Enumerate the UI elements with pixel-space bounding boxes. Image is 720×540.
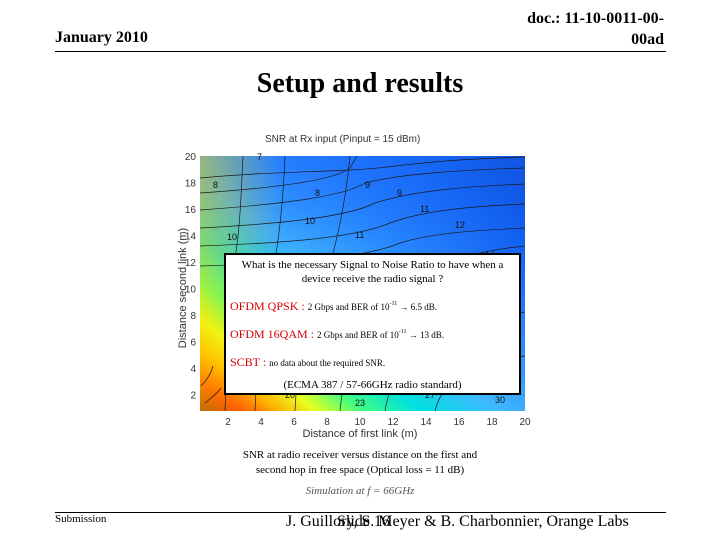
figure-caption: SNR at radio receiver versus distance on…: [200, 448, 520, 478]
contour-line: [199, 183, 526, 229]
info-item-exponent: -11: [389, 301, 398, 307]
info-item-label: OFDM 16QAM :: [230, 327, 318, 341]
x-tick-label: 4: [258, 417, 264, 428]
y-tick-label: 8: [190, 311, 196, 322]
caption-line-2: second hop in free space (Optical loss =…: [255, 464, 465, 476]
x-tick-label: 12: [387, 417, 399, 428]
contour-label: 10: [227, 232, 237, 242]
info-item-detail: 2 Gbps and BER of 10: [307, 302, 390, 312]
contour-label: 11: [420, 204, 429, 214]
y-tick-label: 20: [185, 152, 197, 163]
x-tick-label: 16: [453, 417, 465, 428]
contour-label: 8: [315, 188, 320, 198]
contour-label: 10: [305, 216, 315, 226]
contour-label: 8: [213, 180, 218, 190]
y-ticks: 20 18 16 14 12 10 8 6 4 2: [185, 152, 197, 402]
contour-line: [200, 365, 214, 387]
info-item-ofdm-qpsk: OFDM QPSK : 2 Gbps and BER of 10-11 → 6.…: [230, 299, 437, 314]
snr-info-box: What is the necessary Signal to Noise Ra…: [224, 253, 521, 395]
y-tick-label: 16: [185, 205, 197, 216]
footer-divider: [55, 512, 666, 513]
y-tick-label: 2: [190, 391, 196, 402]
slide-title: Setup and results: [256, 68, 464, 99]
x-tick-label: 18: [486, 417, 498, 428]
y-tick-label: 12: [185, 258, 197, 269]
header-divider: [55, 51, 666, 52]
plot-x-axis-label: Distance of first link (m): [302, 428, 418, 440]
header-date: January 2010: [55, 29, 148, 46]
info-item-scbt: SCBT : no data about the required SNR.: [230, 355, 385, 370]
x-tick-label: 14: [420, 417, 432, 428]
contour-label: 27: [425, 390, 435, 400]
y-tick-label: 4: [190, 364, 196, 375]
x-tick-label: 10: [354, 417, 366, 428]
plot-title: SNR at Rx input (Pinput = 15 dBm): [265, 134, 421, 145]
x-ticks: 2 4 6 8 10 12 14 16 18 20: [225, 417, 531, 428]
contour-label: 9: [397, 188, 402, 198]
footer-submission: Submission: [55, 513, 107, 525]
contour-line: [204, 387, 222, 404]
simulation-note: Simulation at f = 66GHz: [305, 485, 415, 497]
footer-authors: J. Guillory, S. Meyer & B. Charbonnier, …: [286, 513, 629, 530]
y-tick-label: 10: [185, 285, 197, 296]
contour-line: [199, 167, 526, 211]
info-standard-note: (ECMA 387 / 57-66GHz radio standard): [283, 379, 462, 391]
info-item-label: OFDM QPSK :: [230, 299, 308, 313]
contour-label: 11: [355, 230, 364, 240]
contour-line: [199, 203, 526, 247]
info-item-label: SCBT :: [230, 355, 270, 369]
y-tick-label: 18: [185, 179, 197, 190]
footer-slide-number: Slide 16: [337, 513, 390, 530]
plot-y-axis-label: Distance second link (m): [177, 227, 189, 349]
x-tick-label: 8: [324, 417, 330, 428]
x-tick-label: 2: [225, 417, 231, 428]
contour-line: [199, 156, 526, 179]
info-item-detail: no data about the required SNR.: [269, 358, 386, 368]
contour-label: 20: [285, 390, 295, 400]
info-item-result: → 13 dB.: [406, 330, 445, 340]
y-tick-label: 6: [190, 338, 196, 349]
contour-label: 12: [455, 220, 465, 230]
caption-line-1: SNR at radio receiver versus distance on…: [242, 449, 478, 461]
contour-label: 7: [257, 152, 262, 162]
info-item-exponent: -11: [398, 329, 407, 335]
info-question: What is the necessary Signal to Noise Ra…: [241, 259, 504, 285]
x-tick-label: 6: [291, 417, 297, 428]
info-item-ofdm-16qam: OFDM 16QAM : 2 Gbps and BER of 10-11 → 1…: [230, 327, 444, 342]
header-doc-number: doc.: 11-10-0011-00-00ad: [527, 10, 664, 48]
contour-label: 23: [355, 398, 365, 408]
contour-label: 30: [495, 395, 505, 405]
contour-label: 9: [365, 180, 370, 190]
info-item-detail: 2 Gbps and BER of 10: [317, 330, 399, 340]
info-item-result: → 6.5 dB.: [397, 302, 437, 312]
x-tick-label: 20: [519, 417, 531, 428]
y-tick-label: 14: [185, 232, 197, 243]
contour-line: [199, 155, 358, 194]
